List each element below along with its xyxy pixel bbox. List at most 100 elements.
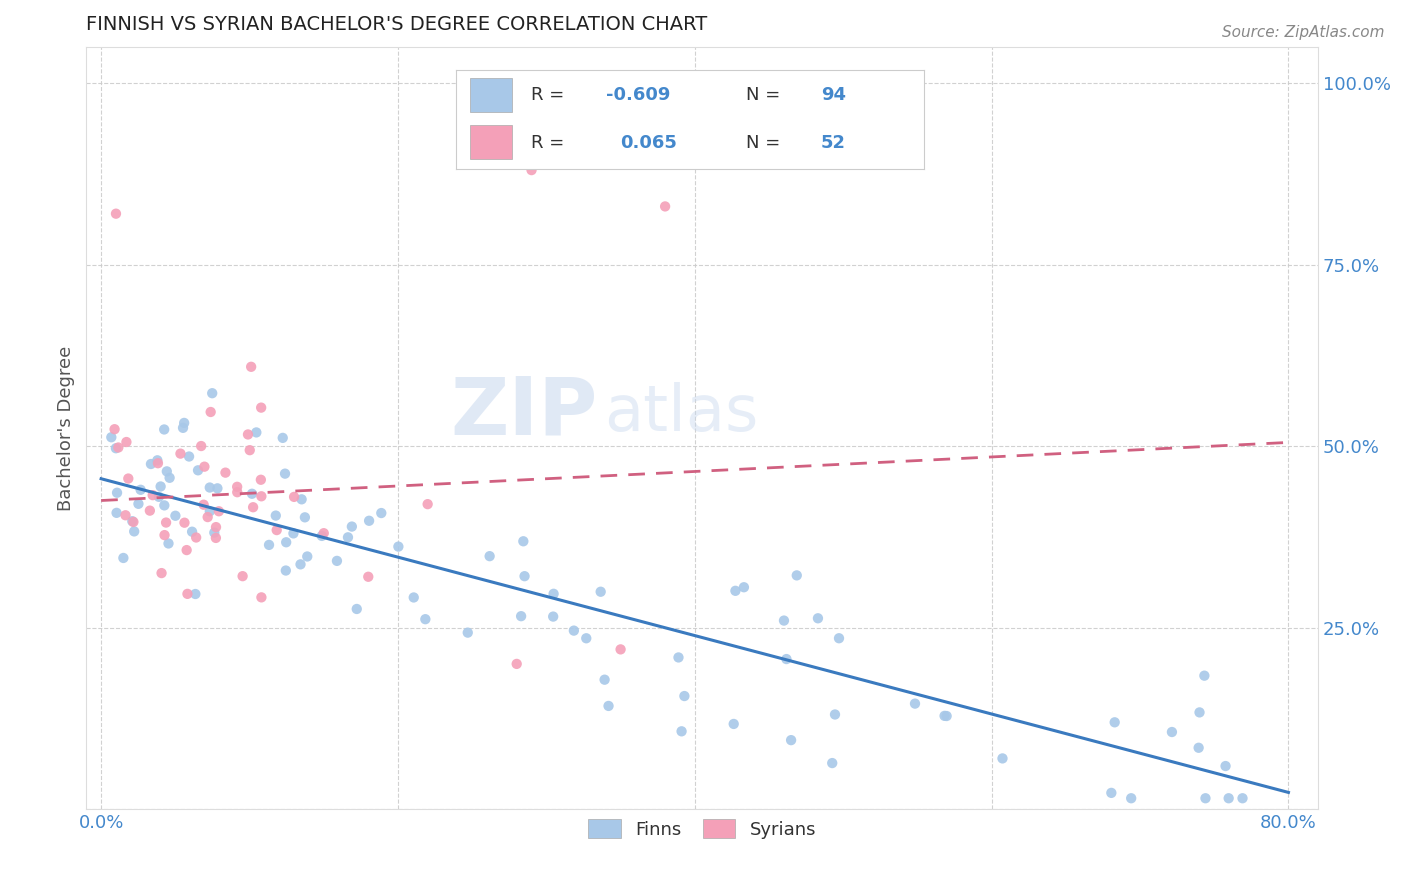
Point — [186, 531, 208, 545]
Point — [312, 526, 335, 541]
Point — [598, 698, 620, 713]
Point — [198, 504, 221, 518]
Point — [562, 624, 585, 638]
Point — [271, 431, 294, 445]
Point — [934, 709, 956, 723]
Point — [250, 591, 273, 605]
Point — [541, 609, 564, 624]
Point — [264, 508, 287, 523]
Point — [824, 707, 846, 722]
Point — [775, 652, 797, 666]
Point — [340, 519, 363, 533]
Point — [202, 525, 225, 540]
Point — [1188, 740, 1211, 755]
Point — [112, 551, 135, 566]
Point — [139, 503, 162, 517]
Point — [512, 534, 534, 549]
Point — [274, 467, 297, 481]
Point — [122, 524, 145, 539]
Point — [142, 488, 165, 502]
Point — [197, 510, 219, 524]
Point — [291, 492, 314, 507]
Point — [155, 516, 177, 530]
Point — [153, 422, 176, 436]
Point — [103, 422, 125, 436]
Point — [200, 405, 222, 419]
Point — [346, 602, 368, 616]
Point — [1121, 791, 1143, 805]
Point — [326, 554, 349, 568]
Text: ZIP: ZIP — [450, 374, 598, 451]
Point — [297, 549, 319, 564]
Point — [239, 443, 262, 458]
Point — [415, 612, 437, 626]
Point — [153, 499, 176, 513]
Point — [173, 516, 195, 530]
Point — [193, 459, 215, 474]
Point — [505, 657, 527, 671]
Point — [121, 514, 143, 528]
Point — [250, 473, 273, 487]
Point — [589, 584, 612, 599]
Point — [1104, 715, 1126, 730]
Point — [724, 583, 747, 598]
Point — [240, 359, 263, 374]
Point — [150, 566, 173, 580]
Point — [991, 751, 1014, 765]
Point — [114, 508, 136, 523]
Point — [402, 591, 425, 605]
Point — [198, 481, 221, 495]
Point — [169, 447, 191, 461]
Point — [105, 506, 128, 520]
Point — [359, 514, 381, 528]
Point — [104, 207, 127, 221]
Point — [654, 199, 676, 213]
Point — [190, 439, 212, 453]
Point — [478, 549, 501, 564]
Point — [821, 756, 844, 770]
Point — [266, 523, 288, 537]
Point — [294, 510, 316, 524]
Point — [226, 485, 249, 500]
Point — [780, 733, 803, 747]
Point — [104, 442, 127, 456]
Point — [127, 497, 149, 511]
Point — [232, 569, 254, 583]
Point — [176, 543, 198, 558]
Point — [668, 650, 690, 665]
Point — [290, 558, 312, 572]
Point — [153, 528, 176, 542]
Point — [543, 587, 565, 601]
Point — [935, 709, 957, 723]
Point — [1194, 668, 1216, 682]
Point — [107, 441, 129, 455]
Point — [176, 587, 198, 601]
Point — [156, 464, 179, 478]
Text: FINNISH VS SYRIAN BACHELOR'S DEGREE CORRELATION CHART: FINNISH VS SYRIAN BACHELOR'S DEGREE CORR… — [86, 15, 707, 34]
Point — [181, 524, 204, 539]
Point — [129, 483, 152, 497]
Point — [187, 463, 209, 477]
Point — [115, 435, 138, 450]
Point — [236, 427, 259, 442]
Point — [1232, 791, 1254, 805]
Point — [673, 689, 696, 703]
Y-axis label: Bachelor's Degree: Bachelor's Degree — [58, 345, 75, 510]
Point — [214, 466, 236, 480]
Point — [671, 724, 693, 739]
Point — [207, 481, 229, 495]
Point — [139, 457, 162, 471]
Point — [105, 485, 128, 500]
Point — [513, 569, 536, 583]
Legend: Finns, Syrians: Finns, Syrians — [581, 812, 824, 846]
Point — [733, 580, 755, 594]
Point — [593, 673, 616, 687]
Point — [250, 489, 273, 503]
Point — [807, 611, 830, 625]
Point — [159, 471, 181, 485]
Point — [245, 425, 267, 440]
Point — [1161, 725, 1184, 739]
Point — [786, 568, 808, 582]
Point — [904, 697, 927, 711]
Point — [172, 421, 194, 435]
